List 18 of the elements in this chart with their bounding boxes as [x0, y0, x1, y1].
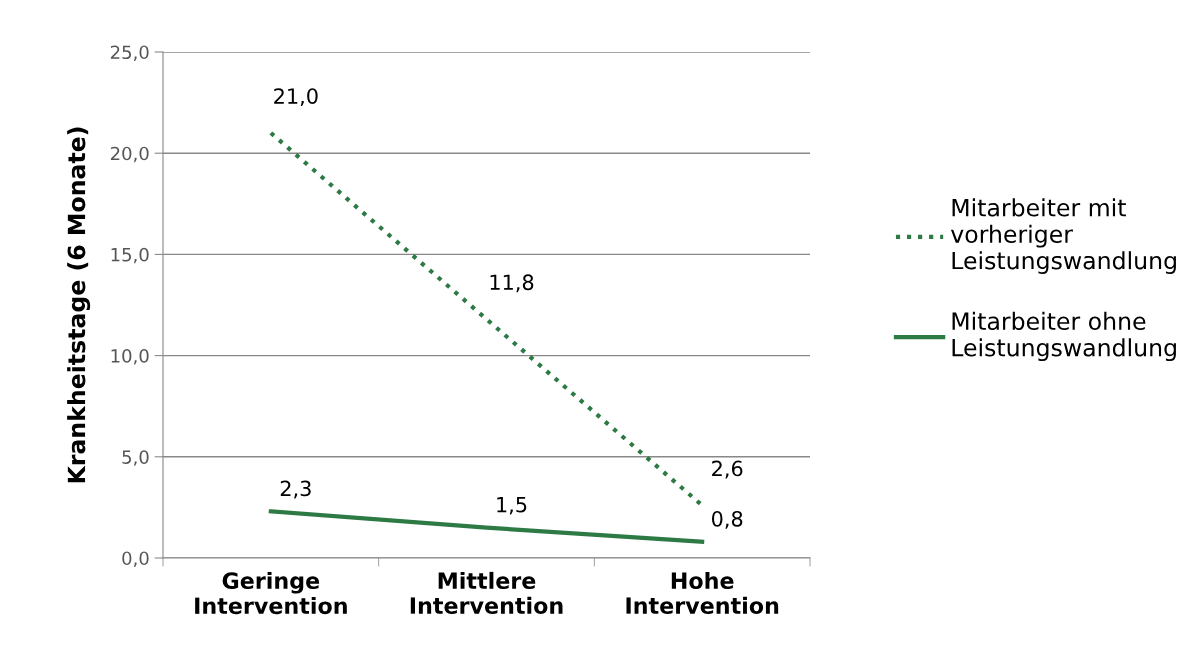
data-label: 1,5 — [497, 497, 527, 515]
y-tick-label: 5,0 — [122, 450, 149, 466]
y-axis-title: Krankheitstage (6 Monate) — [67, 127, 91, 483]
y-tick-label: 0,0 — [122, 551, 149, 567]
x-tick-label: Geringe Intervention — [195, 571, 347, 615]
legend-label: Mitarbeiter mit vorheriger Leistungswandlung — [950, 198, 1176, 275]
y-tick-label: 20,0 — [110, 146, 149, 163]
data-label: 11,8 — [490, 274, 534, 293]
y-tick-label: 10,0 — [111, 349, 149, 365]
y-tick-label: 25,0 — [110, 45, 149, 61]
x-tick-label: Mittlere Intervention — [410, 571, 563, 614]
legend-label: Mitarbeiter ohne Leistungswandlung — [952, 311, 1176, 362]
data-label: 2,6 — [712, 460, 743, 479]
data-label: 21,0 — [274, 88, 318, 107]
data-label: 2,3 — [280, 480, 311, 499]
data-label: 0,8 — [711, 510, 743, 529]
x-tick-label: Hohe Intervention — [626, 571, 779, 614]
y-tick-label: 15,0 — [111, 247, 149, 264]
